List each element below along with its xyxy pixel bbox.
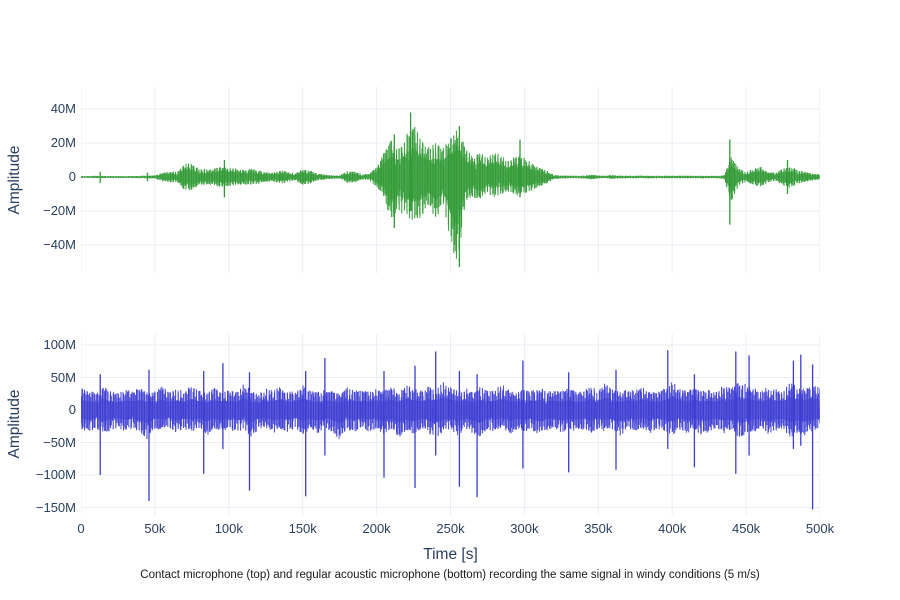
figure-caption: Contact microphone (top) and regular aco…: [140, 569, 760, 581]
waveform-peaks: [81, 382, 819, 439]
x-tick-label: 350k: [584, 521, 613, 536]
x-tick-label: 300k: [510, 521, 539, 536]
y-tick-label: −20M: [43, 203, 76, 218]
x-tick-label: 0: [77, 521, 85, 536]
y-tick-label: 50M: [50, 369, 76, 385]
y-tick-label: −100M: [35, 467, 76, 482]
x-tick-label: 250k: [436, 521, 465, 536]
y-tick-label: 100M: [43, 337, 76, 352]
bottom-y-axis-title: Amplitude: [6, 389, 23, 459]
contact-mic-plot-area[interactable]: [81, 87, 820, 273]
x-tick-label: 500k: [805, 521, 835, 536]
x-tick-label: 150k: [288, 521, 317, 536]
x-tick-label: 450k: [731, 521, 761, 536]
waveform-canvas[interactable]: [81, 87, 820, 273]
x-tick-label: 200k: [362, 521, 391, 536]
waveform-peaks: [81, 126, 819, 259]
y-tick-label: 40M: [50, 101, 76, 116]
x-tick-label: 50k: [144, 521, 166, 536]
acoustic-mic-plot-area[interactable]: [81, 334, 820, 515]
y-tick-label: −150M: [35, 499, 76, 515]
x-axis-title: Time [s]: [423, 546, 478, 563]
waveform-canvas[interactable]: [81, 334, 820, 515]
waveform-transients: [99, 112, 789, 268]
y-tick-label: 0: [68, 169, 76, 184]
x-tick-label: 400k: [658, 521, 687, 536]
waveform-transients: [99, 350, 814, 510]
y-tick-label: 20M: [50, 135, 76, 150]
x-tick-label: 100k: [214, 521, 243, 536]
y-tick-label: 0: [68, 402, 76, 417]
y-tick-label: −40M: [43, 237, 76, 252]
y-tick-label: −50M: [43, 434, 76, 450]
